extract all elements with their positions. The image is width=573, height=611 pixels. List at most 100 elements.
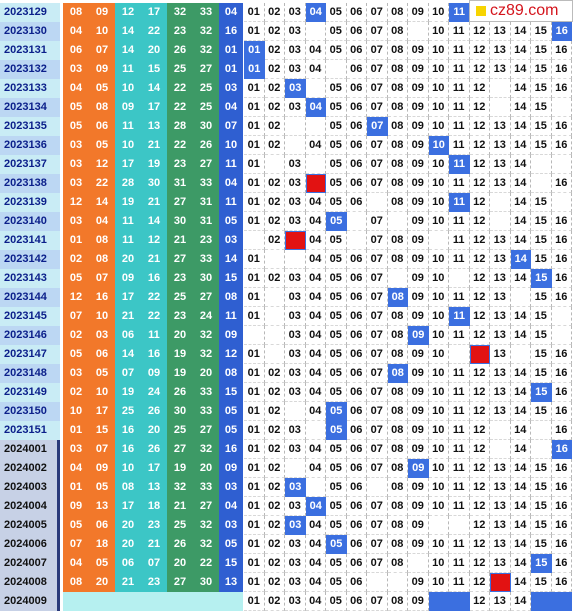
issue-number[interactable]: 2023145 [0,307,60,326]
distribution-cell: 07 [367,231,388,250]
distribution-cell: 06 [346,60,367,79]
issue-number[interactable]: 2023133 [0,79,60,98]
red-ball: 27 [193,155,219,174]
distribution-cell: 14 [510,535,531,554]
red-ball: 27 [167,250,193,269]
issue-number[interactable]: 2024009 [0,592,60,611]
site-logo[interactable]: cz89.com [469,0,573,22]
distribution-cell: 13 [490,478,511,497]
distribution-cell: 06 [346,421,367,440]
red-ball: 11 [115,231,141,250]
issue-number[interactable]: 2023130 [0,22,60,41]
issue-number[interactable]: 2024002 [0,459,60,478]
distribution-cell: 02 [264,79,285,98]
distribution-cell: 06 [346,79,367,98]
distribution-cell: 10 [428,440,449,459]
issue-number[interactable]: 2023144 [0,288,60,307]
issue-number[interactable]: 2023140 [0,212,60,231]
issue-number[interactable]: 2023138 [0,174,60,193]
issue-number[interactable]: 2023146 [0,326,60,345]
distribution-cell: 12 [469,383,490,402]
distribution-cell: 09 [408,117,429,136]
issue-number[interactable]: 2023149 [0,383,60,402]
distribution-cell: 11 [449,79,470,98]
distribution-cell: 14 [510,326,531,345]
red-ball: 20 [89,573,115,592]
issue-number[interactable]: 2023139 [0,193,60,212]
issue-number[interactable]: 2024003 [0,478,60,497]
red-ball: 08 [89,231,115,250]
distribution-cell: 03 [285,345,306,364]
distribution-cell: 12 [469,573,490,592]
red-ball: 05 [63,98,89,117]
issue-number[interactable]: 2023141 [0,231,60,250]
blue-hit-cell: 11 [449,155,470,174]
issue-number[interactable]: 2023142 [0,250,60,269]
distribution-cell [449,345,470,364]
red-ball: 23 [167,22,193,41]
distribution-cell: 15 [531,193,552,212]
distribution-cell: 09 [408,345,429,364]
distribution-cell: 06 [346,516,367,535]
issue-number[interactable]: 2023137 [0,155,60,174]
issue-number[interactable]: 2024005 [0,516,60,535]
distribution-cell: 13 [490,326,511,345]
issue-number[interactable]: 2023129 [0,3,60,22]
red-ball: 11 [115,212,141,231]
issue-number[interactable]: 2023132 [0,60,60,79]
blue-ball: 03 [219,79,243,98]
red-ball: 32 [193,440,219,459]
distribution-cell: 01 [244,345,265,364]
issue-number[interactable]: 2023143 [0,269,60,288]
distribution-cell: 12 [469,402,490,421]
issue-number[interactable]: 2024007 [0,554,60,573]
issue-number[interactable]: 2023136 [0,136,60,155]
issue-number[interactable]: 2023150 [0,402,60,421]
blue-hit-cell: 16 [551,22,572,41]
distribution-cell: 07 [367,402,388,421]
distribution-cell: 04 [305,231,326,250]
red-ball: 23 [141,516,167,535]
issue-number[interactable]: 2023135 [0,117,60,136]
issue-number[interactable]: 2024001 [0,440,60,459]
distribution-cell: 15 [531,402,552,421]
issue-number[interactable]: 2024004 [0,497,60,516]
empty-slot [193,592,219,611]
issue-number[interactable]: 2023148 [0,364,60,383]
issue-number[interactable]: 2023147 [0,345,60,364]
red-ball: 22 [193,554,219,573]
issue-number[interactable]: 2023151 [0,421,60,440]
distribution-cell [490,212,511,231]
distribution-cell: 16 [551,383,572,402]
distribution-cell: 01 [244,136,265,155]
distribution-cell: 16 [551,516,572,535]
distribution-cell: 06 [346,326,367,345]
blue-ball: 15 [219,554,243,573]
distribution-cell: 02 [264,231,285,250]
red-ball: 09 [115,98,141,117]
distribution-cell: 11 [449,60,470,79]
issue-number[interactable]: 2023134 [0,98,60,117]
issue-number[interactable]: 2024008 [0,573,60,592]
distribution-cell [510,288,531,307]
blue-hit-cell: 16 [551,440,572,459]
red-ball: 06 [115,554,141,573]
red-ball: 05 [63,117,89,136]
distribution-cell: 15 [531,136,552,155]
distribution-cell: 03 [285,288,306,307]
blue-hit-cell [449,592,470,611]
red-ball: 21 [115,573,141,592]
distribution-cell [264,326,285,345]
distribution-cell: 11 [449,326,470,345]
issue-number[interactable]: 2024006 [0,535,60,554]
red-ball: 06 [89,345,115,364]
red-ball: 07 [89,440,115,459]
distribution-cell: 10 [428,3,449,22]
distribution-cell: 03 [285,41,306,60]
distribution-cell [449,269,470,288]
red-ball: 14 [89,193,115,212]
red-ball: 03 [63,364,89,383]
issue-number[interactable]: 2023131 [0,41,60,60]
distribution-cell: 12 [469,440,490,459]
distribution-cell: 14 [510,592,531,611]
